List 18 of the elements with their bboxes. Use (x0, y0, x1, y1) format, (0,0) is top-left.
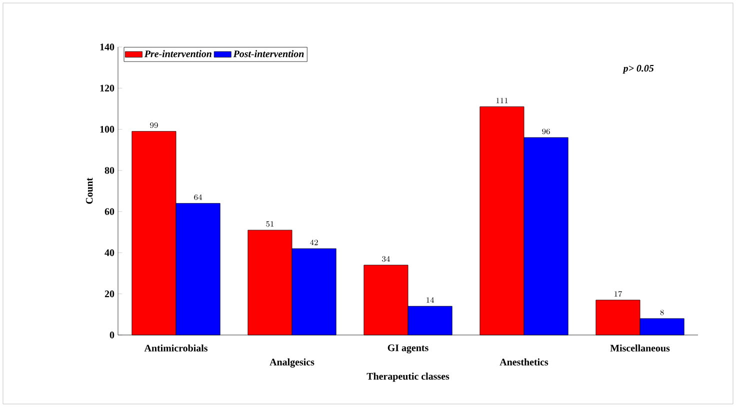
x-tick-label: Anesthetics (500, 358, 548, 366)
x-tick-label: Analgesics (270, 358, 314, 368)
y-tick-label: 20 (104, 290, 114, 298)
x-tick-label: GI agents (388, 344, 428, 354)
y-tick-label: 0 (110, 332, 114, 338)
x-tick-label: Miscellaneous (610, 344, 670, 352)
y-tick-label: 120 (100, 84, 114, 92)
y-tick-label: 100 (100, 126, 114, 133)
legend-label: Pre-intervention (144, 50, 212, 58)
x-tick-label: Antimicrobials (144, 344, 208, 352)
legend-label: Post-intervention (233, 50, 304, 58)
y-tick-label: 80 (104, 167, 114, 174)
y-axis-title: Count (86, 178, 93, 204)
y-tick-label: 40 (104, 249, 114, 256)
y-tick-label: 140 (100, 44, 114, 50)
annotation: p> 0.05 (622, 64, 654, 74)
x-axis-title: Therapeutic classes (366, 372, 450, 382)
y-tick-label: 60 (104, 208, 114, 215)
